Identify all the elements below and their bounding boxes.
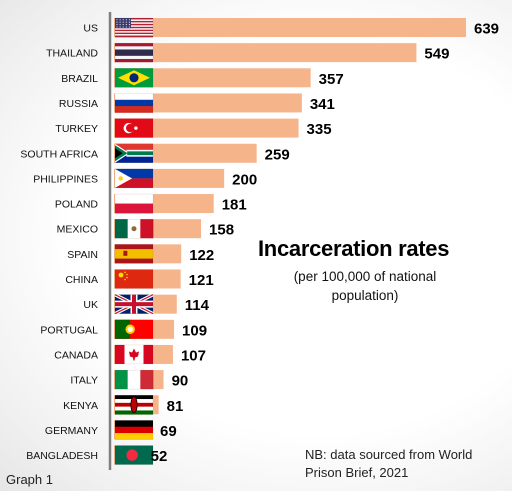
- value-label: 107: [181, 347, 206, 364]
- category-label: BANGLADESH: [26, 450, 98, 462]
- germany-flag-icon: [114, 420, 154, 440]
- kenya-flag-icon: [114, 395, 154, 415]
- value-label: 114: [185, 297, 210, 314]
- philippines-flag-icon: [114, 168, 154, 189]
- bar-russia: [114, 93, 302, 113]
- thailand-flag-icon: [114, 42, 154, 63]
- bar-thailand: [114, 43, 417, 63]
- category-label: GERMANY: [45, 425, 98, 437]
- category-label: ITALY: [70, 375, 98, 387]
- category-label: SPAIN: [67, 249, 98, 261]
- category-label: POLAND: [55, 199, 99, 211]
- category-label: RUSSIA: [59, 98, 98, 110]
- brazil-flag-icon: [114, 68, 154, 88]
- chart-title: Incarceration rates: [258, 236, 450, 261]
- value-label: 181: [222, 197, 247, 214]
- value-label: 90: [172, 373, 189, 390]
- value-label: 259: [265, 146, 290, 163]
- south-africa-flag-icon: [114, 143, 154, 163]
- category-label: CHINA: [65, 274, 98, 286]
- value-label: 335: [307, 121, 332, 138]
- category-label: BRAZIL: [61, 73, 98, 85]
- spain-flag-icon: [114, 244, 154, 264]
- category-label: UK: [83, 299, 98, 311]
- value-label: 158: [209, 222, 234, 239]
- russia-flag-icon: [114, 93, 154, 113]
- bar-brazil: [114, 68, 311, 88]
- value-label: 81: [167, 398, 184, 415]
- graph-caption: Graph 1: [6, 472, 53, 487]
- poland-flag-icon: [114, 193, 154, 214]
- source-note: NB: data sourced from World Prison Brief…: [305, 447, 473, 480]
- category-label: PORTUGAL: [40, 324, 98, 336]
- china-flag-icon: [114, 269, 154, 289]
- value-label: 639: [474, 21, 499, 38]
- canada-flag-icon: [114, 344, 154, 365]
- mexico-flag-icon: [114, 218, 154, 239]
- category-label: CANADA: [54, 349, 98, 361]
- value-label: 122: [189, 247, 214, 264]
- category-label: US: [83, 23, 98, 35]
- category-label: MEXICO: [57, 224, 98, 236]
- value-label: 357: [319, 71, 344, 88]
- category-label: SOUTH AFRICA: [20, 148, 98, 160]
- portugal-flag-icon: [114, 319, 154, 340]
- chart-subtitle: (per 100,000 of national population): [293, 269, 437, 303]
- category-label: THAILAND: [46, 48, 98, 60]
- value-label: 200: [232, 171, 257, 188]
- category-label: TURKEY: [55, 123, 98, 135]
- value-label: 52: [151, 448, 168, 465]
- category-label: KENYA: [63, 400, 98, 412]
- us-flag-icon: [114, 17, 154, 38]
- bar-us: [114, 18, 466, 37]
- uk-flag-icon: [114, 293, 154, 316]
- value-label: 549: [424, 46, 449, 63]
- value-label: 109: [182, 322, 207, 339]
- italy-flag-icon: [114, 369, 154, 390]
- bangladesh-flag-icon: [114, 445, 154, 465]
- bar-turkey: [114, 118, 299, 138]
- value-label: 69: [160, 423, 177, 440]
- category-label: PHILIPPINES: [33, 173, 98, 185]
- value-label: 121: [189, 272, 214, 289]
- value-label: 341: [310, 96, 335, 113]
- turkey-flag-icon: [114, 118, 154, 138]
